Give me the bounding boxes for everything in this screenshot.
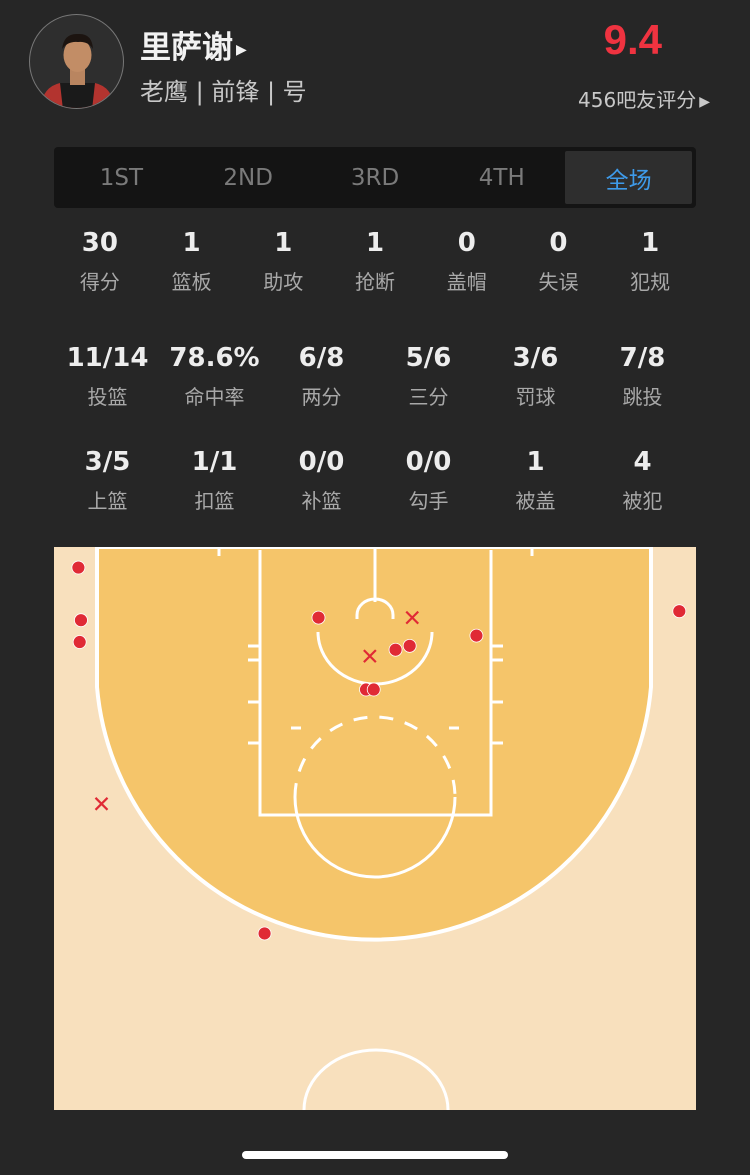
- stat-label: 篮板: [171, 270, 212, 294]
- stat-item: 0/0 补篮: [268, 447, 375, 514]
- tab-1st[interactable]: 1ST: [99, 164, 144, 191]
- stat-item: 4 被犯: [589, 447, 696, 514]
- stat-label: 被犯: [622, 489, 663, 513]
- court-lines: [217, 547, 534, 1110]
- player-rating: 9.4: [603, 16, 662, 63]
- player-photo: [40, 33, 115, 108]
- stat-item: 1/1 扣篮: [161, 447, 268, 514]
- shot-made-marker: [469, 628, 484, 643]
- stat-value: 7/8: [619, 343, 666, 373]
- stat-label: 投篮: [87, 385, 128, 409]
- stat-label: 扣篮: [194, 489, 235, 513]
- shot-made-marker: [311, 610, 326, 625]
- stat-value: 0/0: [405, 447, 452, 477]
- stat-label: 跳投: [622, 385, 663, 409]
- shot-made-marker: [257, 926, 272, 941]
- shot-missed-marker: [363, 649, 377, 663]
- tab-全场[interactable]: 全场: [565, 151, 692, 204]
- shot-made-marker: [74, 613, 88, 628]
- stat-label: 被盖: [515, 489, 556, 513]
- stat-label: 罚球: [515, 385, 556, 409]
- stat-value: 0: [549, 228, 568, 258]
- stat-item: 78.6% 命中率: [161, 343, 268, 410]
- stat-label: 犯规: [630, 270, 671, 294]
- stat-label: 补篮: [301, 489, 342, 513]
- stats-row-shot-types: 3/5 上篮 1/1 扣篮 0/0 补篮 0/0 勾手 1 被盖 4 被犯: [54, 447, 696, 514]
- stat-item: 0 盖帽: [421, 228, 513, 295]
- player-avatar[interactable]: [29, 14, 124, 109]
- stat-value: 3/6: [512, 343, 559, 373]
- shot-missed-marker: [94, 797, 109, 811]
- shot-made-marker: [388, 642, 403, 657]
- shot-made-marker: [72, 635, 87, 649]
- stat-value: 1: [641, 228, 660, 258]
- stat-value: 1: [365, 228, 385, 258]
- stat-value: 11/14: [66, 343, 149, 373]
- stat-value: 0/0: [298, 447, 345, 477]
- stat-label: 失误: [538, 270, 579, 294]
- stat-item: 7/8 跳投: [589, 343, 696, 410]
- stat-item: 5/6 三分: [375, 343, 482, 410]
- tab-2nd[interactable]: 2ND: [223, 164, 273, 191]
- stat-item: 1 篮板: [146, 228, 238, 295]
- stat-item: 30 得分: [54, 228, 146, 295]
- shot-chart: [54, 547, 696, 1110]
- stat-value: 1: [182, 228, 201, 258]
- play-arrow-icon: ▶: [236, 41, 247, 58]
- stat-value: 4: [633, 447, 652, 477]
- shot-made-marker: [672, 604, 687, 619]
- stat-label: 命中率: [184, 385, 245, 409]
- stat-value: 1: [274, 228, 293, 258]
- stat-value: 78.6%: [169, 343, 260, 373]
- stat-item: 3/6 罚球: [482, 343, 589, 410]
- stat-label: 助攻: [263, 270, 304, 294]
- stat-value: 3/5: [84, 447, 131, 477]
- stat-value: 1: [526, 447, 545, 477]
- stat-item: 1 被盖: [482, 447, 589, 514]
- shot-missed-marker: [405, 610, 420, 625]
- stat-label: 上篮: [87, 489, 128, 513]
- stat-label: 得分: [79, 270, 120, 294]
- stat-label: 两分: [301, 385, 342, 409]
- tab-4th[interactable]: 4TH: [478, 164, 525, 191]
- stat-value: 30: [81, 228, 118, 258]
- stat-item: 3/5 上篮: [54, 447, 161, 514]
- stat-item: 1 犯规: [604, 228, 696, 295]
- stat-item: 0 失误: [513, 228, 605, 295]
- three-point-line: [95, 547, 653, 942]
- stat-item: 6/8 两分: [268, 343, 375, 410]
- stat-value: 6/8: [298, 343, 345, 373]
- stat-label: 抢断: [355, 270, 396, 294]
- stat-item: 1 抢断: [329, 228, 421, 295]
- stat-item: 0/0 勾手: [375, 447, 482, 514]
- stat-label: 盖帽: [446, 270, 487, 294]
- stat-item: 11/14 投篮: [54, 343, 161, 410]
- stat-value: 0: [457, 228, 476, 258]
- player-team-position: 老鹰 | 前锋 | 号: [140, 78, 307, 106]
- shot-made-marker: [71, 560, 86, 575]
- stat-label: 三分: [408, 385, 449, 409]
- stat-item: 1 助攻: [237, 228, 329, 295]
- home-indicator[interactable]: [242, 1151, 508, 1159]
- stats-row-shooting: 11/14 投篮 78.6% 命中率 6/8 两分 5/6 三分 3/6 罚球 7/8 跳投: [54, 343, 696, 410]
- stat-value: 1/1: [191, 447, 238, 477]
- shot-made-marker: [366, 682, 381, 697]
- player-name[interactable]: 里萨谢 ▶: [140, 30, 247, 66]
- period-tabs: 1ST 2ND 3RD 4TH 全场: [54, 147, 696, 208]
- tab-3rd[interactable]: 3RD: [350, 164, 400, 191]
- rating-count-link[interactable]: 456吧友评分 ▶: [578, 88, 710, 112]
- play-arrow-icon: ▶: [699, 93, 710, 110]
- stats-row-basic: 30 得分 1 篮板 1 助攻 1 抢断 0 盖帽 0 失误 1 犯规: [54, 228, 696, 295]
- stat-label: 勾手: [408, 489, 449, 513]
- stat-value: 5/6: [405, 343, 452, 373]
- shot-made-marker: [402, 638, 417, 653]
